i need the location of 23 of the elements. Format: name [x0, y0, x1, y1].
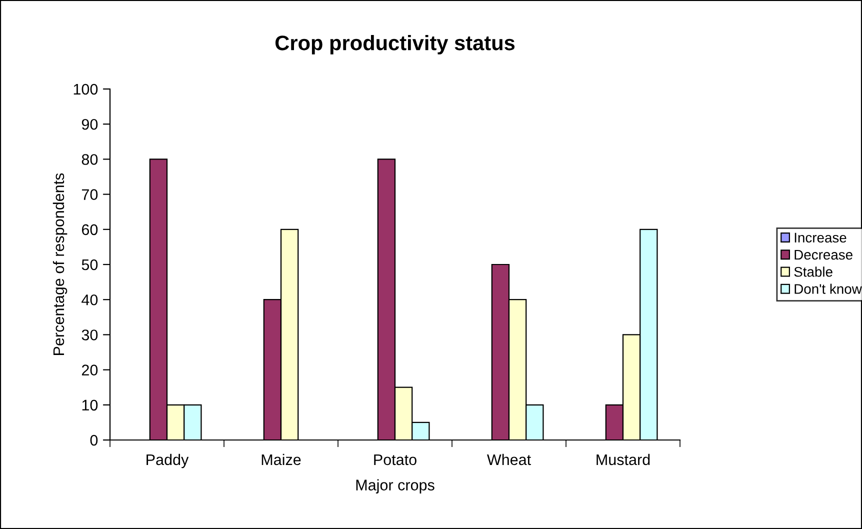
legend-label: Increase [794, 232, 846, 243]
legend-label: Don't know [794, 284, 862, 294]
x-tick-label: Maize [262, 454, 301, 466]
y-tick-label: 30 [82, 330, 98, 340]
y-tick-label: 10 [82, 400, 98, 411]
y-tick-label: 90 [82, 118, 98, 130]
y-tick-label: 60 [82, 224, 98, 236]
y-tick-label: 20 [82, 364, 98, 376]
y-tick-label: 70 [82, 189, 98, 200]
y-tick-label: 100 [74, 84, 98, 95]
chart-title: Crop productivity status [275, 35, 515, 54]
x-tick-label: Potato [374, 454, 416, 466]
y-axis-title: Percentage of respondents [52, 173, 68, 355]
x-axis-title: Major crops [356, 479, 434, 494]
legend-label: Stable [794, 266, 832, 277]
y-tick-label: 50 [82, 259, 98, 270]
y-tick-label: 0 [90, 434, 98, 446]
legend-label: Decrease [794, 250, 852, 260]
x-tick-label: Paddy [146, 454, 189, 468]
y-tick-label: 40 [82, 294, 98, 306]
x-tick-label: Wheat [486, 454, 531, 466]
x-tick-label: Mustard [596, 454, 650, 466]
y-tick-label: 80 [82, 154, 98, 165]
